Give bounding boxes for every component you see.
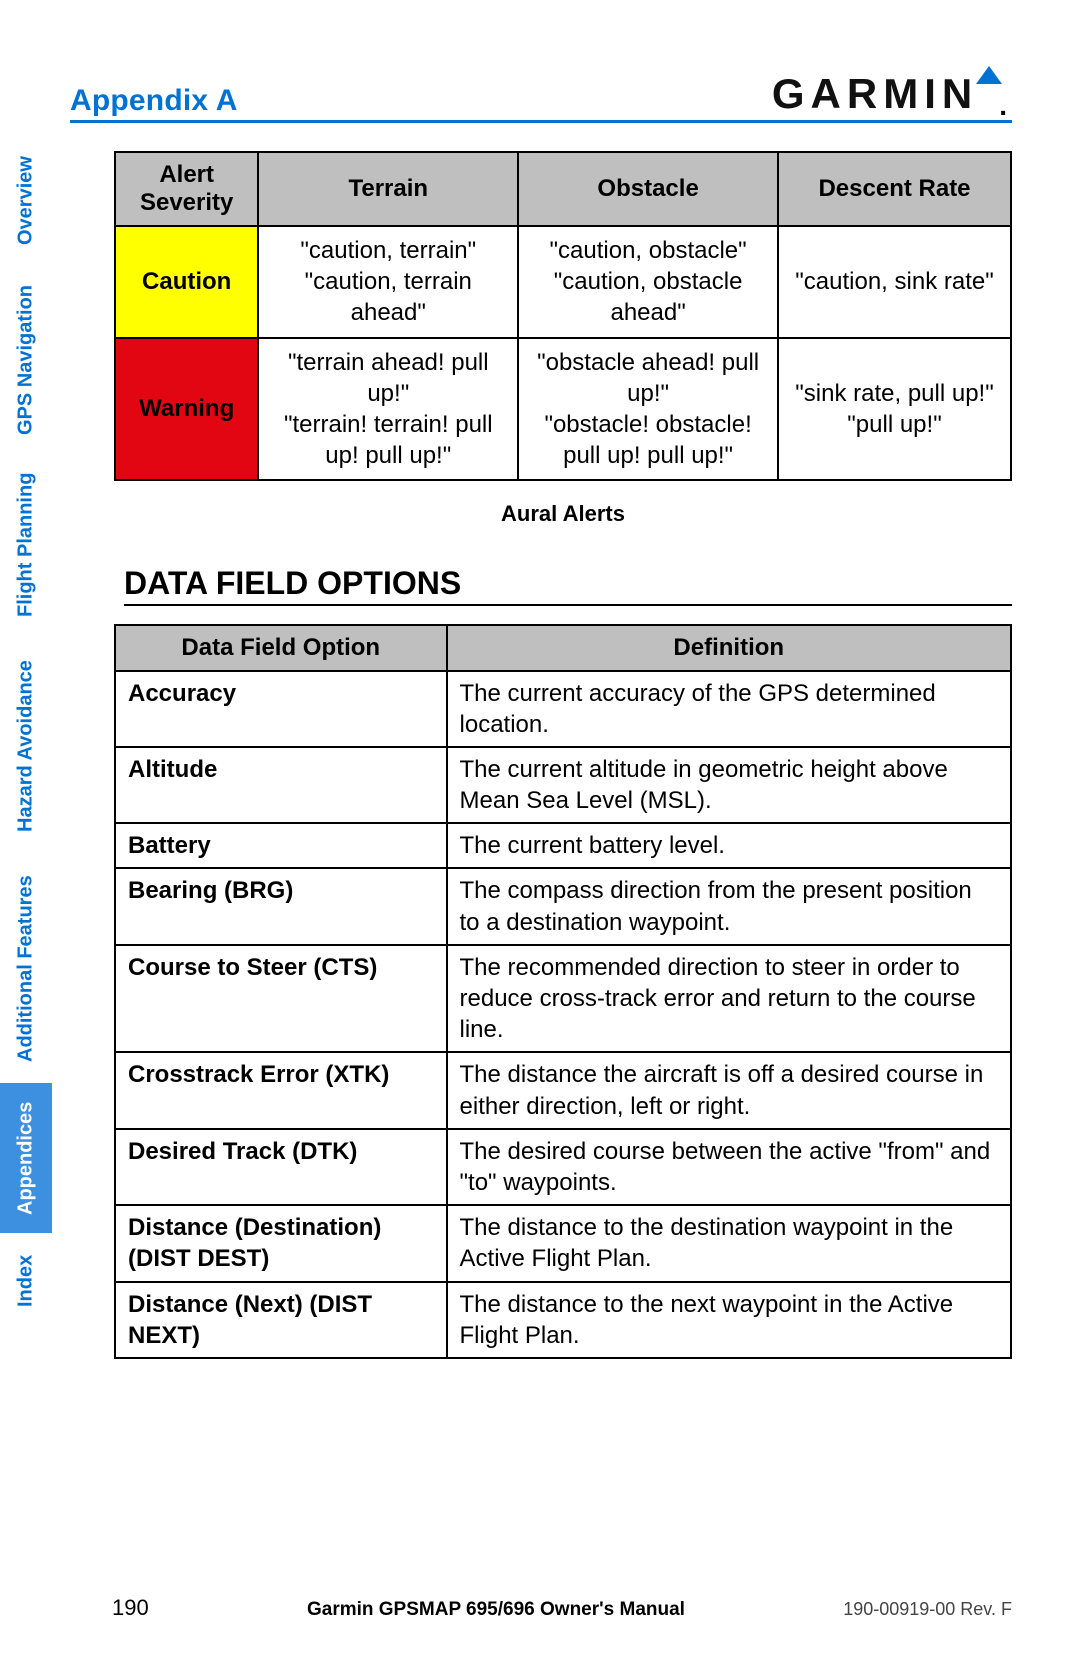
- df-option-cell: Accuracy: [115, 671, 447, 747]
- section-heading: DATA FIELD OPTIONS: [124, 565, 1012, 606]
- logo-triangle-icon: [976, 66, 1002, 84]
- page: Appendix A GARMIN. Alert Severity Terrai…: [0, 0, 1080, 1669]
- obstacle-cell: "obstacle ahead! pull up!""obstacle! obs…: [518, 338, 778, 481]
- terrain-cell: "terrain ahead! pull up!""terrain! terra…: [258, 338, 518, 481]
- alerts-col-terrain: Terrain: [258, 152, 518, 226]
- df-definition-cell: The compass direction from the present p…: [447, 868, 1011, 944]
- logo-text: GARMIN: [772, 70, 978, 118]
- footer-title: Garmin GPSMAP 695/696 Owner's Manual: [307, 1599, 685, 1621]
- footer-rev: 190-00919-00 Rev. F: [843, 1599, 1012, 1620]
- footer: 190 Garmin GPSMAP 695/696 Owner's Manual…: [112, 1595, 1012, 1621]
- df-definition-cell: The distance to the next waypoint in the…: [447, 1282, 1011, 1358]
- table-row: BatteryThe current battery level.: [115, 823, 1011, 868]
- appendix-title: Appendix A: [70, 84, 238, 118]
- table-row: Course to Steer (CTS)The recommended dir…: [115, 945, 1011, 1053]
- garmin-logo: GARMIN.: [772, 70, 1012, 118]
- header-row: Appendix A GARMIN.: [70, 70, 1012, 123]
- table-row: AltitudeThe current altitude in geometri…: [115, 747, 1011, 823]
- page-number: 190: [112, 1595, 149, 1621]
- descent-cell: "caution, sink rate": [778, 226, 1011, 338]
- terrain-cell: "caution, terrain""caution, terrain ahea…: [258, 226, 518, 338]
- table-row: Distance (Next) (DIST NEXT)The distance …: [115, 1282, 1011, 1358]
- df-definition-cell: The distance to the destination waypoint…: [447, 1205, 1011, 1281]
- obstacle-cell: "caution, obstacle""caution, obstacle ah…: [518, 226, 778, 338]
- table-row: Bearing (BRG)The compass direction from …: [115, 868, 1011, 944]
- df-option-cell: Course to Steer (CTS): [115, 945, 447, 1053]
- df-option-cell: Distance (Next) (DIST NEXT): [115, 1282, 447, 1358]
- table-row: AccuracyThe current accuracy of the GPS …: [115, 671, 1011, 747]
- alerts-col-descent: Descent Rate: [778, 152, 1011, 226]
- alerts-caption: Aural Alerts: [114, 501, 1012, 527]
- logo-dot: .: [999, 90, 1007, 122]
- severity-cell: Caution: [115, 226, 258, 338]
- table-row: Caution"caution, terrain""caution, terra…: [115, 226, 1011, 338]
- df-option-cell: Crosstrack Error (XTK): [115, 1052, 447, 1128]
- df-option-cell: Distance (Destination) (DIST DEST): [115, 1205, 447, 1281]
- alerts-table: Alert Severity Terrain Obstacle Descent …: [114, 151, 1012, 481]
- table-row: Distance (Destination) (DIST DEST)The di…: [115, 1205, 1011, 1281]
- df-definition-cell: The current battery level.: [447, 823, 1011, 868]
- df-col-definition: Definition: [447, 625, 1011, 670]
- table-row: Warning"terrain ahead! pull up!""terrain…: [115, 338, 1011, 481]
- df-definition-cell: The current accuracy of the GPS determin…: [447, 671, 1011, 747]
- df-option-cell: Altitude: [115, 747, 447, 823]
- alerts-col-obstacle: Obstacle: [518, 152, 778, 226]
- df-definition-cell: The desired course between the active "f…: [447, 1129, 1011, 1205]
- df-definition-cell: The current altitude in geometric height…: [447, 747, 1011, 823]
- df-option-cell: Battery: [115, 823, 447, 868]
- content: Alert Severity Terrain Obstacle Descent …: [114, 151, 1012, 1359]
- df-option-cell: Desired Track (DTK): [115, 1129, 447, 1205]
- table-row: Crosstrack Error (XTK)The distance the a…: [115, 1052, 1011, 1128]
- datafield-table: Data Field Option Definition AccuracyThe…: [114, 624, 1012, 1359]
- df-option-cell: Bearing (BRG): [115, 868, 447, 944]
- alerts-col-severity: Alert Severity: [115, 152, 258, 226]
- df-definition-cell: The distance the aircraft is off a desir…: [447, 1052, 1011, 1128]
- table-row: Desired Track (DTK)The desired course be…: [115, 1129, 1011, 1205]
- df-col-option: Data Field Option: [115, 625, 447, 670]
- descent-cell: "sink rate, pull up!""pull up!": [778, 338, 1011, 481]
- severity-cell: Warning: [115, 338, 258, 481]
- df-definition-cell: The recommended direction to steer in or…: [447, 945, 1011, 1053]
